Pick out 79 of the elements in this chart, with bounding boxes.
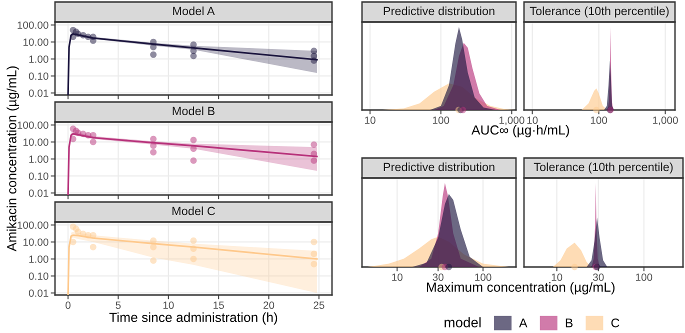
point — [310, 57, 318, 64]
point — [150, 237, 157, 244]
point — [90, 138, 96, 146]
point — [150, 148, 157, 156]
y-tick-label: 0.10 — [28, 172, 48, 180]
point — [150, 51, 157, 58]
x-tick-label: 100 — [590, 116, 608, 124]
point — [70, 238, 76, 246]
x-tick-label: 30 — [592, 274, 604, 281]
point — [190, 256, 197, 262]
chart-title: Model C — [172, 206, 216, 216]
point — [90, 37, 96, 44]
x-tick-label: 10 — [365, 116, 376, 124]
point — [150, 136, 157, 142]
x-tick-label: 100 — [475, 274, 492, 281]
point — [90, 244, 96, 250]
x-tick-label: 10 — [392, 274, 403, 281]
y-tick-label: 1.00 — [29, 55, 48, 63]
y-tick-label: 0.10 — [28, 272, 48, 280]
point — [70, 136, 76, 142]
point — [70, 34, 76, 40]
point — [150, 142, 157, 150]
x-tick-label: 20 — [264, 302, 274, 309]
x-tick-label: 5 — [116, 302, 121, 309]
y-tick-label: 100.00 — [18, 121, 48, 129]
legend-label: C — [611, 318, 620, 328]
point — [150, 44, 157, 50]
y-tick-label: 0.01 — [28, 289, 48, 297]
y-tick-label: 10.00 — [23, 38, 48, 46]
x-tick-label: 0 — [66, 302, 71, 309]
y-tick-label: 10.00 — [23, 238, 48, 246]
point — [90, 132, 96, 138]
legend-label: A — [519, 318, 528, 328]
point — [190, 237, 197, 244]
point — [190, 41, 197, 48]
chart-title: Predictive distribution — [384, 6, 494, 16]
point — [90, 232, 96, 238]
x-axis-title: Maximum concentration (µg/mL) — [426, 282, 615, 294]
point — [74, 228, 82, 236]
x-tick-label: 15 — [214, 302, 224, 309]
chart-title: Model A — [173, 6, 215, 16]
point — [190, 245, 197, 252]
chart-title: Model B — [172, 106, 215, 116]
x-tick-label: 1,000 — [499, 116, 524, 126]
y-tick-label: 1.00 — [29, 255, 48, 263]
chart-title: Tolerance (10th percentile) — [534, 162, 673, 174]
x-tick-label: 100 — [636, 274, 652, 281]
point — [150, 244, 157, 250]
y-tick-label: 100.00 — [18, 221, 48, 229]
y-axis-title: Amikacin concentration (µg/mL) — [6, 66, 19, 252]
x-tick-label: 10 — [163, 302, 174, 309]
y-tick-label: 1.00 — [29, 155, 48, 163]
point — [310, 238, 318, 246]
x-tick-label: 10 — [552, 274, 562, 281]
legend-label: B — [566, 318, 573, 328]
y-tick-label: 0.01 — [28, 89, 48, 97]
x-axis-title: Time since administration (h) — [109, 312, 278, 325]
point — [190, 136, 197, 144]
chart-title: Tolerance (10th percentile) — [530, 6, 669, 18]
legend-title: model — [444, 317, 481, 328]
x-tick-label: 30 — [432, 274, 444, 281]
point — [150, 257, 157, 264]
y-tick-label: 0.01 — [28, 189, 48, 197]
point — [310, 157, 318, 164]
x-tick-label: 10 — [527, 116, 538, 124]
point — [310, 150, 318, 158]
point — [310, 260, 318, 268]
y-tick-label: 10.00 — [23, 138, 48, 146]
point — [190, 157, 197, 164]
x-axis-title: AUC∞ (µg·h/mL) — [471, 124, 569, 138]
y-tick-label: 0.10 — [28, 72, 48, 80]
point — [190, 52, 197, 60]
y-tick-label: 100.00 — [18, 21, 48, 29]
point — [310, 141, 318, 148]
x-tick-label: 100 — [432, 116, 450, 124]
point — [310, 250, 318, 258]
x-tick-label: 1,000 — [653, 116, 678, 126]
chart-title: Predictive distribution — [384, 162, 494, 172]
x-tick-label: 25 — [314, 302, 324, 309]
